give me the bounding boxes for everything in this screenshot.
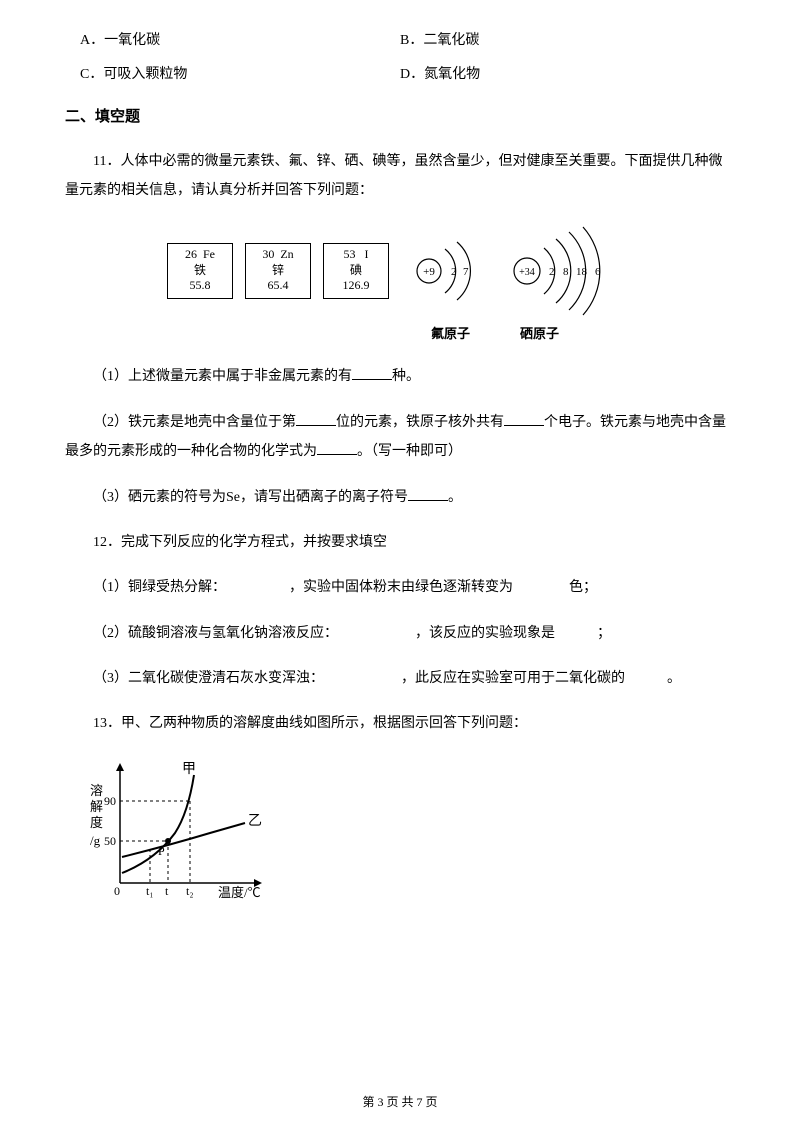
atom-f-diagram: +9 2 7 (401, 232, 491, 310)
q12-sub3: （3）二氧化碳使澄清石灰水变浑浊： ，此反应在实验室可用于二氧化碳的 。 (65, 664, 735, 693)
svg-text:t₂: t₂ (186, 884, 194, 898)
atom-f-label: 氟原子 (431, 324, 470, 345)
q12-sub2: （2）硫酸铜溶液与氢氧化钠溶液反应： ，该反应的实验现象是 ； (65, 619, 735, 648)
svg-text:7: 7 (463, 266, 469, 278)
svg-text:2: 2 (549, 266, 555, 278)
svg-text:t: t (165, 884, 169, 898)
svg-text:18: 18 (576, 266, 588, 278)
atom-labels: 氟原子 硒原子 (255, 324, 735, 345)
section-2-header: 二、填空题 (65, 105, 735, 129)
svg-text:2: 2 (451, 266, 457, 278)
q11-sub3: （3）硒元素的符号为Se，请写出硒离子的离子符号。 (65, 483, 735, 512)
svg-text:t₁: t₁ (146, 884, 154, 898)
solubility-chart: 溶 解 度 /g 90 50 0 t₁ t t₂ 温度/℃ 甲 乙 P (80, 755, 735, 913)
q11-intro: 11．人体中必需的微量元素铁、氟、锌、硒、碘等，虽然含量少，但对健康至关重要。下… (65, 147, 735, 206)
svg-text:90: 90 (104, 794, 116, 808)
option-c: C．可吸入颗粒物 (80, 64, 400, 86)
svg-text:乙: 乙 (248, 813, 262, 829)
svg-text:P: P (158, 844, 165, 858)
option-a: A．一氧化碳 (80, 30, 400, 52)
atom-se-diagram: +34 2 8 18 6 (503, 226, 633, 316)
page-footer: 第 3 页 共 7 页 (0, 1093, 800, 1112)
q12-intro: 12．完成下列反应的化学方程式，并按要求填空 (65, 528, 735, 557)
element-zn: 30 Zn 锌 65.4 (245, 243, 311, 299)
option-d: D．氮氧化物 (400, 64, 735, 86)
svg-text:+34: +34 (519, 267, 535, 278)
svg-text:溶: 溶 (90, 783, 103, 798)
q13-intro: 13．甲、乙两种物质的溶解度曲线如图所示，根据图示回答下列问题： (65, 709, 735, 738)
atom-se-label: 硒原子 (520, 324, 559, 345)
svg-text:解: 解 (90, 799, 103, 814)
svg-text:6: 6 (595, 266, 601, 278)
element-diagram: 26 Fe 铁 55.8 30 Zn 锌 65.4 53 I 碘 126.9 +… (65, 226, 735, 316)
svg-text:0: 0 (114, 884, 120, 898)
svg-text:/g: /g (90, 833, 101, 848)
element-i: 53 I 碘 126.9 (323, 243, 389, 299)
element-fe: 26 Fe 铁 55.8 (167, 243, 233, 299)
svg-text:甲: 甲 (182, 762, 196, 777)
q12-sub1: （1）铜绿受热分解： ，实验中固体粉末由绿色逐渐转变为 色； (65, 573, 735, 602)
svg-text:+9: +9 (423, 266, 435, 278)
svg-text:温度/℃: 温度/℃ (218, 885, 261, 900)
option-b: B．二氧化碳 (400, 30, 735, 52)
svg-text:度: 度 (90, 815, 103, 830)
svg-text:50: 50 (104, 834, 116, 848)
q11-sub2: （2）铁元素是地壳中含量位于第位的元素，铁原子核外共有个电子。铁元素与地壳中含量… (65, 408, 735, 467)
svg-text:8: 8 (563, 266, 569, 278)
q11-sub1: （1）上述微量元素中属于非金属元素的有种。 (65, 362, 735, 391)
